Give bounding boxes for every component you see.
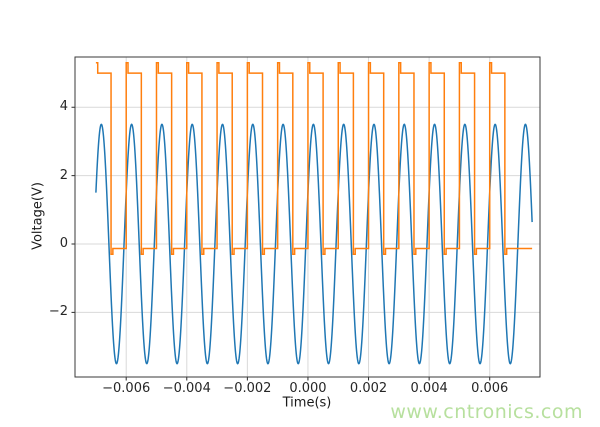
x-tick-label: −0.002 [223, 381, 272, 396]
watermark: www.cntronics.com [390, 401, 583, 423]
x-tick-label: 0.002 [349, 381, 388, 396]
y-axis-label: Voltage(V) [30, 182, 46, 250]
x-tick-label: 0.006 [471, 381, 509, 396]
plot-spines [74, 56, 541, 378]
y-tick-label: 2 [59, 167, 68, 183]
x-tick-label: −0.006 [102, 381, 151, 396]
x-axis-label: Time(s) [282, 395, 332, 411]
x-tick-label: 0.000 [289, 381, 327, 396]
trace-square-output [95, 62, 533, 256]
y-tick-label: −2 [48, 304, 68, 320]
y-tick-label: 0 [59, 236, 68, 251]
x-tick-label: −0.004 [162, 381, 211, 396]
x-tick-label: 0.004 [410, 381, 448, 396]
y-tick-label: 4 [59, 99, 68, 115]
